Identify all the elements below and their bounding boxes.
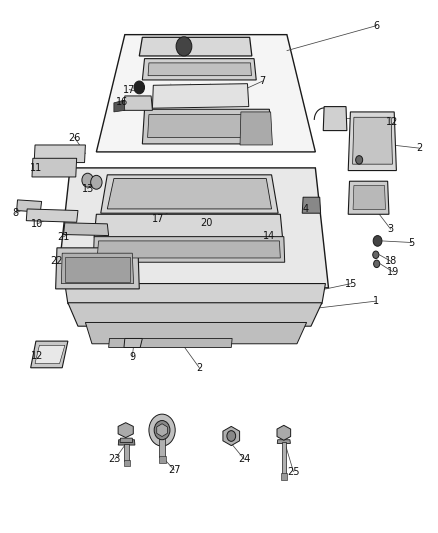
Circle shape bbox=[176, 37, 192, 56]
Bar bbox=[124, 444, 129, 461]
Circle shape bbox=[356, 156, 363, 164]
Polygon shape bbox=[34, 145, 85, 163]
Circle shape bbox=[154, 421, 170, 440]
Polygon shape bbox=[32, 158, 77, 177]
Text: 2: 2 bbox=[417, 143, 423, 153]
Polygon shape bbox=[277, 440, 290, 443]
Polygon shape bbox=[114, 100, 125, 112]
Text: 8: 8 bbox=[12, 208, 18, 218]
Text: 10: 10 bbox=[31, 219, 43, 229]
Polygon shape bbox=[109, 338, 232, 348]
Polygon shape bbox=[323, 107, 347, 131]
Polygon shape bbox=[142, 109, 272, 144]
Text: 9: 9 bbox=[129, 352, 135, 362]
Text: 27: 27 bbox=[168, 465, 180, 475]
Circle shape bbox=[374, 260, 380, 268]
Polygon shape bbox=[68, 303, 322, 326]
Polygon shape bbox=[96, 35, 315, 152]
Bar bbox=[159, 429, 165, 457]
Circle shape bbox=[149, 414, 175, 446]
Polygon shape bbox=[94, 214, 283, 237]
Text: 26: 26 bbox=[68, 133, 81, 142]
Text: 1: 1 bbox=[373, 296, 379, 306]
Text: 11: 11 bbox=[30, 163, 42, 173]
Text: 19: 19 bbox=[387, 267, 399, 277]
Bar bbox=[159, 456, 166, 463]
Polygon shape bbox=[120, 438, 133, 442]
Polygon shape bbox=[93, 237, 285, 262]
Bar bbox=[282, 442, 286, 474]
Polygon shape bbox=[157, 424, 167, 437]
Text: 5: 5 bbox=[409, 238, 415, 247]
Polygon shape bbox=[142, 59, 256, 80]
Polygon shape bbox=[107, 179, 272, 209]
Bar bbox=[65, 257, 130, 282]
Polygon shape bbox=[353, 117, 392, 164]
Text: 4: 4 bbox=[303, 204, 309, 214]
Text: 21: 21 bbox=[57, 232, 70, 241]
Circle shape bbox=[134, 81, 145, 94]
Text: 14: 14 bbox=[263, 231, 276, 240]
Polygon shape bbox=[223, 426, 240, 446]
Polygon shape bbox=[56, 248, 139, 289]
Circle shape bbox=[227, 431, 236, 441]
Bar bbox=[281, 473, 287, 480]
Polygon shape bbox=[101, 175, 278, 213]
Text: 16: 16 bbox=[116, 98, 128, 107]
Text: 20: 20 bbox=[201, 219, 213, 228]
Bar bbox=[124, 460, 130, 466]
Text: 6: 6 bbox=[374, 21, 380, 30]
Polygon shape bbox=[139, 37, 252, 56]
Polygon shape bbox=[148, 63, 251, 76]
Polygon shape bbox=[152, 84, 249, 108]
Text: 7: 7 bbox=[260, 76, 266, 86]
Circle shape bbox=[82, 173, 93, 187]
Text: 15: 15 bbox=[345, 279, 357, 288]
Text: 12: 12 bbox=[386, 117, 398, 126]
Polygon shape bbox=[61, 253, 134, 284]
Polygon shape bbox=[118, 423, 133, 438]
Text: 24: 24 bbox=[238, 455, 251, 464]
Polygon shape bbox=[353, 185, 385, 209]
Text: 3: 3 bbox=[388, 224, 394, 234]
Text: 17: 17 bbox=[123, 85, 135, 94]
Polygon shape bbox=[26, 209, 78, 222]
Polygon shape bbox=[348, 112, 396, 171]
Circle shape bbox=[91, 175, 102, 189]
Polygon shape bbox=[240, 112, 272, 145]
Circle shape bbox=[373, 236, 382, 246]
Polygon shape bbox=[348, 181, 389, 214]
Polygon shape bbox=[64, 223, 109, 236]
Text: 17: 17 bbox=[152, 214, 165, 223]
Text: 13: 13 bbox=[81, 184, 94, 193]
Polygon shape bbox=[35, 345, 65, 364]
Polygon shape bbox=[124, 338, 142, 348]
Polygon shape bbox=[97, 241, 280, 258]
Polygon shape bbox=[17, 200, 42, 212]
Text: 25: 25 bbox=[287, 467, 300, 477]
Polygon shape bbox=[302, 197, 321, 213]
Polygon shape bbox=[277, 425, 291, 440]
Polygon shape bbox=[85, 322, 307, 344]
Text: 2: 2 bbox=[196, 363, 202, 373]
Polygon shape bbox=[118, 440, 135, 445]
Polygon shape bbox=[31, 341, 68, 368]
Polygon shape bbox=[148, 115, 268, 138]
Text: 18: 18 bbox=[385, 256, 397, 266]
Circle shape bbox=[373, 251, 379, 259]
Text: 22: 22 bbox=[50, 256, 62, 266]
Polygon shape bbox=[65, 284, 325, 304]
Text: 12: 12 bbox=[31, 351, 43, 361]
Polygon shape bbox=[57, 168, 328, 288]
Polygon shape bbox=[124, 96, 152, 110]
Text: 23: 23 bbox=[109, 455, 121, 464]
